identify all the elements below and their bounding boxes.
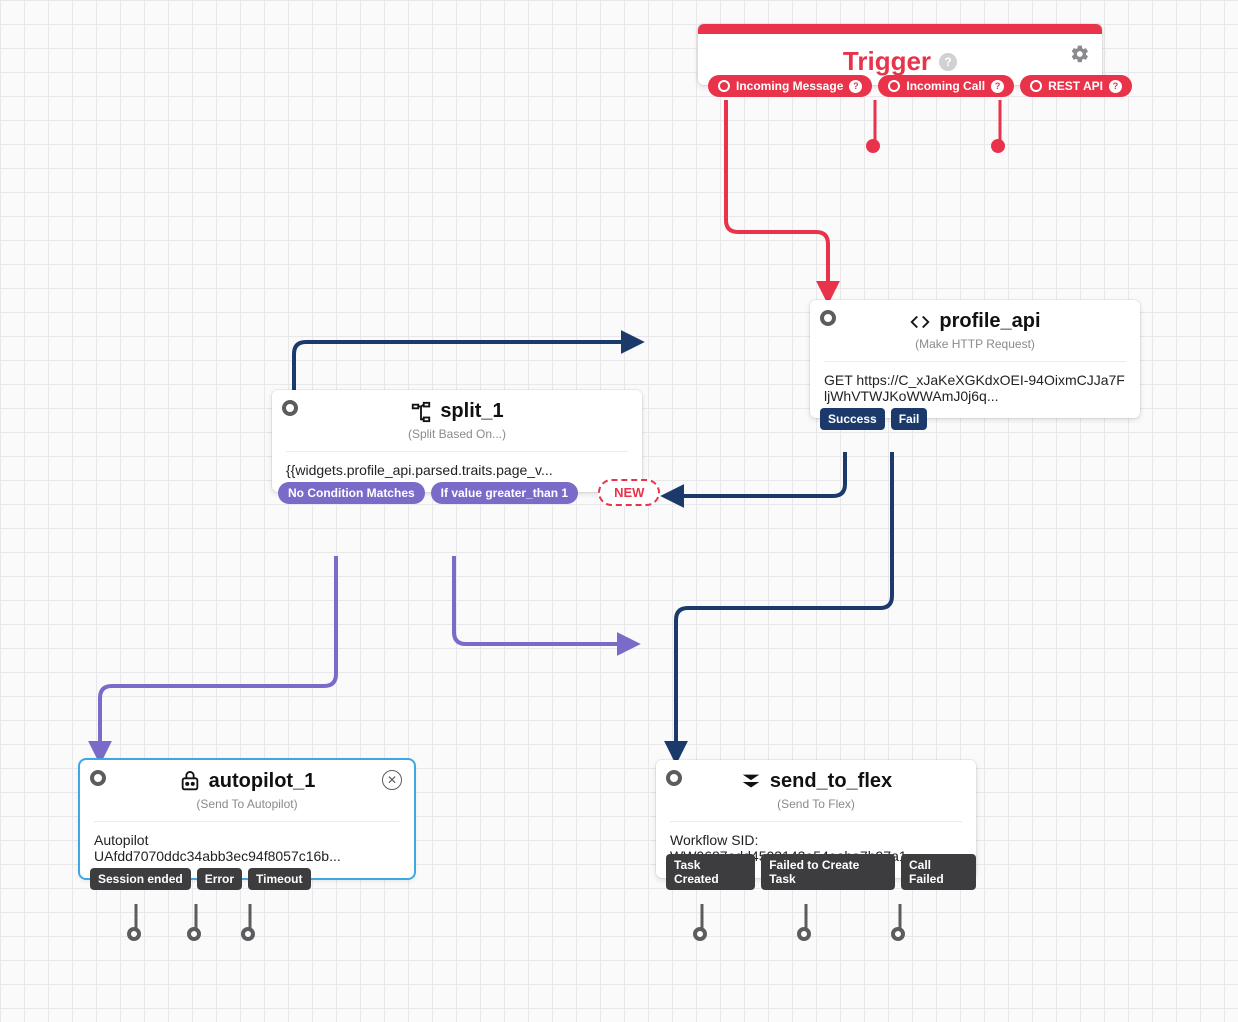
output-tag[interactable]: Session ended — [90, 868, 191, 890]
output-pill[interactable]: Incoming Message? — [708, 75, 872, 97]
pill-label: Incoming Message — [736, 79, 843, 93]
autopilot-subtitle: (Send To Autopilot) — [80, 797, 414, 821]
trigger-node[interactable]: Trigger ? Incoming Message?Incoming Call… — [698, 24, 1102, 85]
flex-subtitle: (Send To Flex) — [656, 797, 976, 821]
output-tag[interactable]: Success — [820, 408, 885, 430]
trigger-topbar — [698, 24, 1102, 34]
trigger-title: Trigger — [843, 46, 931, 77]
code-icon — [909, 311, 931, 333]
connection-dot[interactable] — [187, 927, 201, 941]
pill-label: REST API — [1048, 79, 1103, 93]
flex-outputs: Task CreatedFailed to Create TaskCall Fa… — [666, 854, 976, 890]
flow-canvas[interactable]: Trigger ? Incoming Message?Incoming Call… — [0, 0, 1238, 1022]
output-pill[interactable]: If value greater_than 1 — [431, 482, 578, 504]
split-title: split_1 — [440, 400, 503, 423]
connection-dot[interactable] — [693, 927, 707, 941]
gear-icon[interactable] — [1070, 44, 1090, 69]
port-dot — [888, 80, 900, 92]
pill-label: Incoming Call — [906, 79, 985, 93]
output-pill[interactable]: No Condition Matches — [278, 482, 425, 504]
flex-body-label: Workflow SID: — [670, 832, 962, 848]
help-icon[interactable]: ? — [1109, 80, 1122, 93]
connection-dot[interactable] — [797, 927, 811, 941]
output-tag[interactable]: Task Created — [666, 854, 755, 890]
split-icon — [410, 401, 432, 423]
help-icon[interactable]: ? — [991, 80, 1004, 93]
flex-title: send_to_flex — [770, 770, 892, 793]
help-icon[interactable]: ? — [849, 80, 862, 93]
connection-dot[interactable] — [127, 927, 141, 941]
output-pill[interactable]: Incoming Call? — [878, 75, 1014, 97]
connection-dot[interactable] — [991, 139, 1005, 153]
output-tag[interactable]: Fail — [891, 408, 928, 430]
trigger-outputs: Incoming Message?Incoming Call?REST API? — [708, 75, 1132, 97]
autopilot-body-value: UAfdd7070ddc34abb3ec94f8057c16b... — [94, 848, 400, 864]
autopilot-icon — [179, 771, 201, 793]
output-tag[interactable]: Timeout — [248, 868, 310, 890]
autopilot-outputs: Session ended Error Timeout — [90, 868, 311, 890]
autopilot-body-label: Autopilot — [94, 832, 400, 848]
flex-icon — [740, 771, 762, 793]
split-subtitle: (Split Based On...) — [272, 427, 642, 451]
help-icon[interactable]: ? — [939, 53, 957, 71]
profile-api-title: profile_api — [939, 310, 1040, 333]
autopilot-title: autopilot_1 — [209, 770, 316, 793]
profile-api-node[interactable]: profile_api (Make HTTP Request) GET http… — [810, 300, 1140, 418]
output-pill[interactable]: REST API? — [1020, 75, 1132, 97]
profile-api-outputs: Success Fail — [820, 408, 927, 430]
output-tag[interactable]: Call Failed — [901, 854, 976, 890]
send-to-flex-node[interactable]: send_to_flex (Send To Flex) Workflow SID… — [656, 760, 976, 878]
output-tag[interactable]: Error — [197, 868, 242, 890]
new-condition-button[interactable]: NEW — [598, 479, 660, 506]
connection-dot[interactable] — [891, 927, 905, 941]
split-outputs: No Condition Matches If value greater_tha… — [278, 479, 660, 506]
profile-api-subtitle: (Make HTTP Request) — [810, 337, 1140, 361]
split-node[interactable]: split_1 (Split Based On...) {{widgets.pr… — [272, 390, 642, 492]
port-dot — [1030, 80, 1042, 92]
port-dot — [718, 80, 730, 92]
connection-dot[interactable] — [241, 927, 255, 941]
connection-dot[interactable] — [866, 139, 880, 153]
autopilot-node[interactable]: ✕ autopilot_1 (Send To Autopilot) Autopi… — [80, 760, 414, 878]
output-tag[interactable]: Failed to Create Task — [761, 854, 895, 890]
